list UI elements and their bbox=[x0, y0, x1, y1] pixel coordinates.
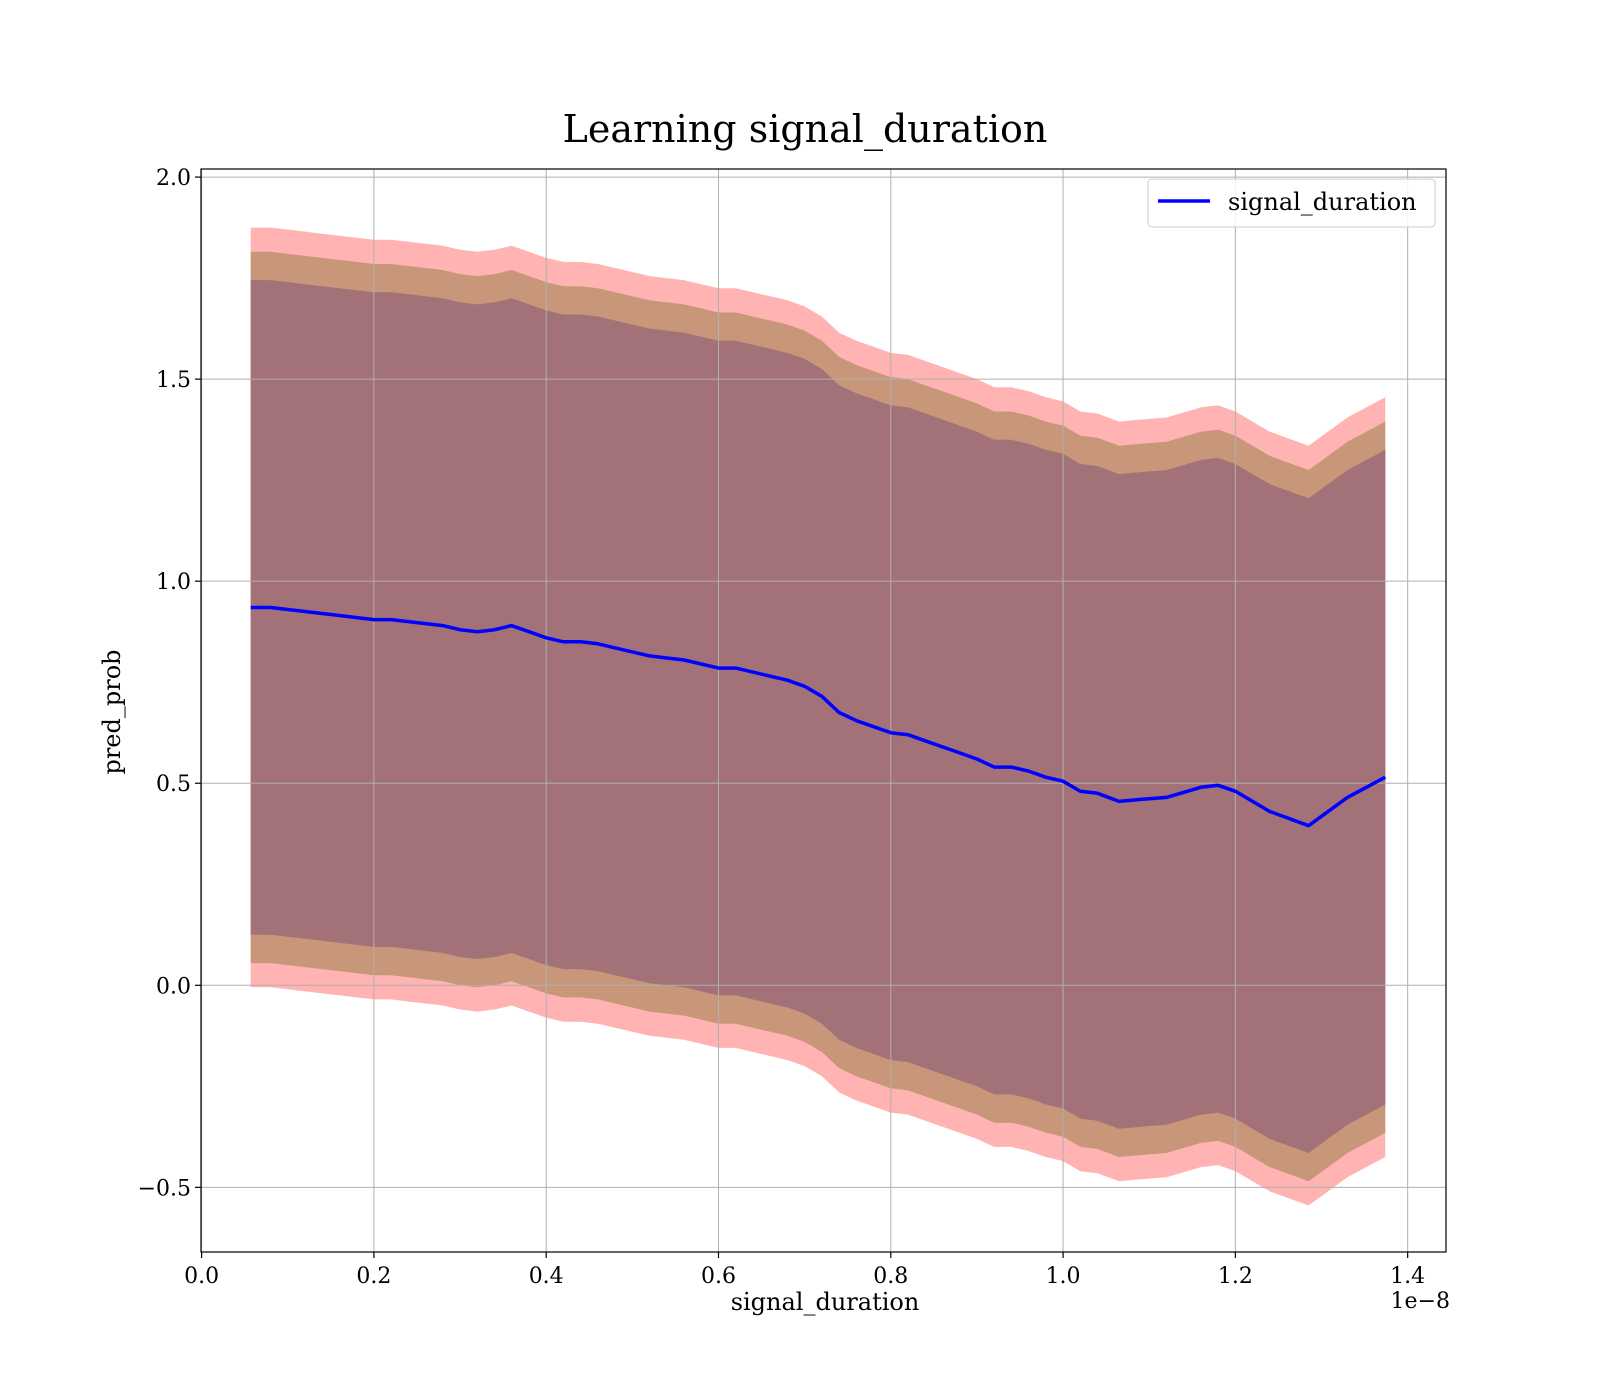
x-tick-label: 1.0 bbox=[1046, 1264, 1081, 1289]
x-axis-label: signal_duration bbox=[731, 1288, 920, 1316]
y-tick-label: 0.5 bbox=[156, 772, 191, 797]
x-axis-offset-label: 1e−8 bbox=[1391, 1289, 1450, 1314]
x-axis-ticks: 0.0 0.2 0.4 0.6 0.8 1.0 1.2 1.4 bbox=[184, 1252, 1425, 1289]
x-tick-label: 1.2 bbox=[1218, 1264, 1253, 1289]
band-inner bbox=[250, 280, 1386, 1154]
legend-box bbox=[1147, 178, 1436, 228]
x-tick-label: 0.0 bbox=[184, 1264, 219, 1289]
series-lines bbox=[250, 605, 1387, 828]
x-tick-label: 1.4 bbox=[1390, 1264, 1425, 1289]
y-axis-ticks: −0.5 0.0 0.5 1.0 1.5 2.0 bbox=[138, 166, 201, 1201]
y-tick-label: −0.5 bbox=[138, 1176, 191, 1201]
legend: signal_duration bbox=[1147, 178, 1436, 228]
x-tick-label: 0.8 bbox=[873, 1264, 908, 1289]
x-tick-label: 0.4 bbox=[529, 1264, 564, 1289]
y-tick-label: 1.5 bbox=[156, 368, 191, 393]
y-tick-label: 0.0 bbox=[156, 974, 191, 999]
legend-label: signal_duration bbox=[1228, 188, 1417, 216]
x-tick-label: 0.6 bbox=[701, 1264, 736, 1289]
grid bbox=[201, 169, 1446, 1252]
series-line-0 bbox=[250, 605, 1387, 828]
y-tick-label: 1.0 bbox=[156, 570, 191, 595]
y-axis-label: pred_prob bbox=[98, 649, 126, 774]
y-tick-label: 2.0 bbox=[156, 166, 191, 191]
plot-frame bbox=[200, 168, 1447, 1253]
x-tick-label: 0.2 bbox=[356, 1264, 391, 1289]
confidence-bands bbox=[250, 227, 1386, 1206]
chart-title: Learning signal_duration bbox=[563, 107, 1048, 152]
